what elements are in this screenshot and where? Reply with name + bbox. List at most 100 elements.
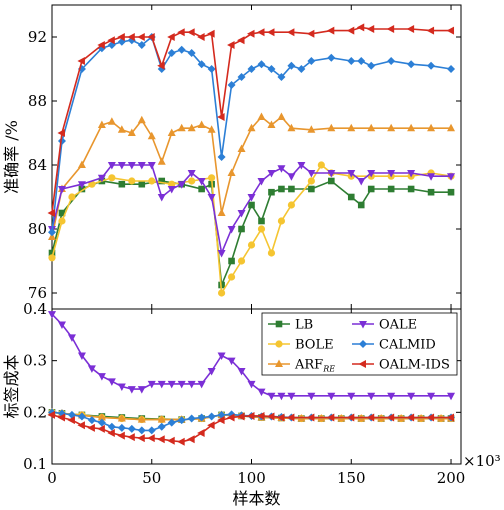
legend-marker: [359, 340, 367, 348]
data-point: [446, 413, 455, 422]
data-point: [177, 28, 185, 37]
data-point: [87, 416, 96, 425]
data-point: [217, 250, 226, 258]
data-point: [306, 29, 315, 38]
data-point: [287, 61, 296, 70]
data-point: [367, 123, 376, 132]
data-point: [117, 125, 126, 133]
data-point: [357, 178, 366, 186]
data-point: [357, 57, 366, 65]
data-point: [287, 201, 296, 209]
data-point: [447, 392, 456, 401]
data-point: [197, 413, 206, 422]
data-point: [97, 373, 106, 381]
data-point: [167, 436, 175, 445]
data-point: [237, 36, 245, 45]
legend-marker: [275, 320, 283, 328]
data-point: [228, 257, 235, 265]
data-point: [247, 411, 255, 420]
data-point: [58, 209, 66, 217]
data-point: [447, 123, 456, 132]
data-point: [267, 392, 276, 401]
data-point: [277, 217, 286, 225]
data-point: [366, 413, 375, 422]
data-point: [217, 208, 226, 216]
data-point: [288, 185, 295, 193]
data-point: [148, 177, 156, 185]
data-point: [447, 65, 456, 73]
data-point: [77, 57, 85, 65]
data-point: [127, 162, 136, 170]
data-point: [247, 380, 256, 389]
data-point: [167, 49, 176, 57]
data-point: [157, 194, 166, 202]
data-point: [287, 392, 296, 401]
data-point: [386, 413, 395, 422]
data-point: [158, 177, 166, 185]
data-point: [128, 177, 136, 185]
data-point: [107, 422, 116, 431]
data-point: [406, 413, 415, 422]
data-point: [207, 29, 215, 38]
x-tick-label: 100: [237, 469, 266, 487]
data-point: [137, 386, 146, 394]
data-point: [157, 422, 166, 431]
data-point: [207, 421, 215, 430]
data-point: [97, 41, 105, 49]
data-point: [137, 415, 146, 423]
series-cost-oalm-ids: [47, 410, 455, 446]
data-point: [387, 123, 396, 132]
data-point: [327, 53, 336, 62]
data-point: [346, 26, 355, 35]
x-tick-label: 200: [437, 469, 466, 487]
data-point: [407, 123, 416, 132]
y-tick-label: 0.1: [23, 455, 47, 473]
data-point: [48, 228, 56, 237]
data-point: [117, 33, 125, 41]
y-tick-label: 0.3: [23, 352, 47, 370]
data-point: [77, 160, 86, 168]
legend-label: LB: [295, 318, 313, 333]
data-point: [67, 416, 75, 425]
data-point: [268, 188, 275, 196]
data-point: [406, 25, 415, 33]
data-point: [157, 157, 166, 165]
data-point: [57, 413, 65, 422]
data-point: [307, 170, 316, 178]
data-point: [286, 28, 295, 37]
data-point: [187, 123, 196, 132]
data-point: [356, 23, 365, 32]
data-point: [57, 321, 66, 329]
data-point: [328, 177, 335, 185]
data-point: [48, 311, 56, 319]
data-point: [227, 168, 236, 176]
y-tick-label: 0.4: [23, 300, 47, 318]
data-point: [426, 413, 435, 422]
data-point: [386, 25, 395, 33]
data-point: [47, 209, 55, 217]
data-point: [227, 413, 235, 422]
y-axis-label-accuracy: 准确率 /%: [2, 120, 21, 194]
data-point: [387, 57, 396, 65]
data-point: [97, 413, 106, 421]
x-axis-label: 样本数: [232, 489, 280, 508]
data-point: [427, 123, 436, 132]
data-point: [346, 413, 355, 422]
data-point: [147, 380, 156, 389]
data-point: [137, 33, 145, 41]
data-point: [277, 112, 286, 120]
data-point: [287, 123, 296, 132]
series-line: [51, 163, 452, 296]
data-point: [207, 65, 216, 73]
data-point: [197, 120, 206, 128]
legend-marker: [275, 340, 283, 348]
data-point: [188, 177, 196, 185]
data-point: [266, 412, 275, 421]
data-point: [446, 26, 455, 35]
data-point: [287, 173, 296, 181]
series-accuracy-oale: [48, 162, 456, 258]
data-point: [257, 388, 266, 397]
data-point: [217, 352, 226, 360]
legend-label: CALMID: [379, 338, 436, 353]
